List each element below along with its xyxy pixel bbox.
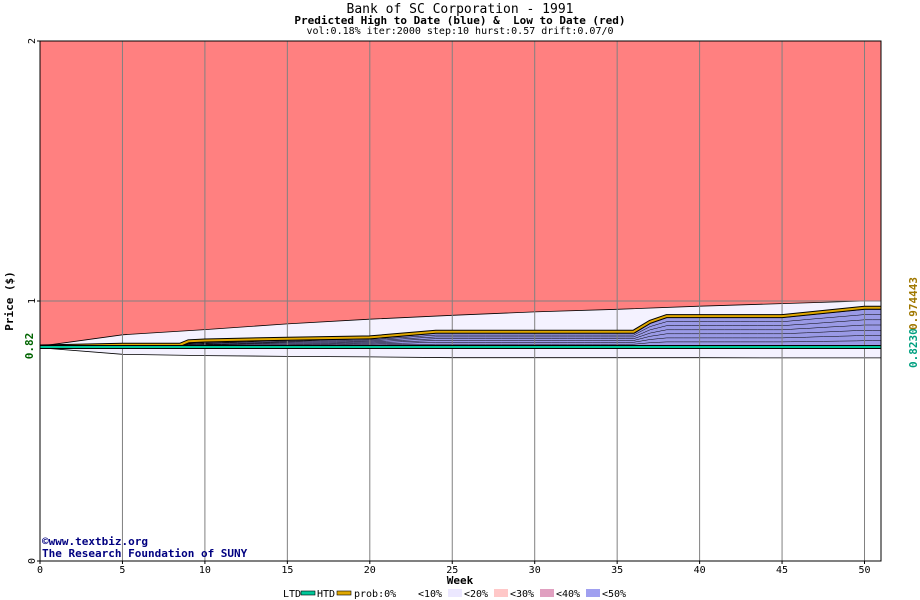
y-tick-label: 2	[27, 38, 38, 44]
legend-swatch-0	[402, 589, 416, 597]
legend-ltd-label: LTD	[283, 589, 301, 600]
legend: LTD HTD prob:0% <10% <20% <30% <40% <50%	[283, 589, 626, 600]
htd-end-label: 0.974443	[907, 277, 920, 330]
chart-params: vol:0.18% iter:2000 step:10 hurst:0.57 d…	[306, 26, 614, 37]
x-tick-label: 35	[611, 565, 623, 576]
legend-swatch-40	[586, 589, 600, 597]
legend-50-label: <50%	[602, 589, 626, 600]
x-tick-label: 40	[694, 565, 706, 576]
x-tick-label: 50	[858, 565, 870, 576]
x-axis-title: Week	[447, 574, 474, 587]
legend-10-label: <10%	[418, 589, 442, 600]
copyright-text: ©www.textbiz.org	[42, 535, 148, 548]
plot-frame	[39, 40, 882, 562]
x-tick-label: 10	[199, 565, 211, 576]
org-text: The Research Foundation of SUNY	[42, 547, 248, 560]
axis-ticks: 0 5 10 15 20 25 30 35 40 45 50 0 1 2	[27, 38, 871, 576]
x-tick-label: 20	[364, 565, 376, 576]
y-axis-title: Price ($)	[3, 271, 16, 331]
legend-swatch-10	[448, 589, 462, 597]
x-tick-label: 5	[119, 565, 125, 576]
x-tick-label: 30	[529, 565, 541, 576]
legend-prob-label: prob:0%	[354, 589, 396, 600]
ltd-end-label: 0.8230	[907, 328, 920, 368]
legend-40-label: <40%	[556, 589, 580, 600]
low-to-date-region	[40, 41, 881, 347]
y-tick-label: 0	[27, 558, 38, 564]
x-tick-label: 45	[776, 565, 788, 576]
legend-htd-label: HTD	[317, 589, 335, 600]
x-tick-label: 15	[281, 565, 293, 576]
x-tick-label: 25	[446, 565, 458, 576]
legend-ltd-swatch	[300, 590, 316, 596]
legend-swatch-30	[540, 589, 554, 597]
grid-lines	[40, 41, 881, 561]
legend-htd-swatch	[336, 590, 352, 596]
htd-line-fill	[39, 306, 881, 348]
chart-subtitle: Predicted High to Date (blue) & Low to D…	[294, 14, 626, 27]
legend-20-label: <20%	[464, 589, 488, 600]
start-price-label: 0.82	[23, 333, 36, 360]
legend-swatch-20	[494, 589, 508, 597]
legend-30-label: <30%	[510, 589, 534, 600]
x-tick-label: 0	[37, 565, 43, 576]
y-tick-label: 1	[27, 298, 38, 304]
chart-title: Bank of SC Corporation - 1991	[346, 2, 574, 17]
